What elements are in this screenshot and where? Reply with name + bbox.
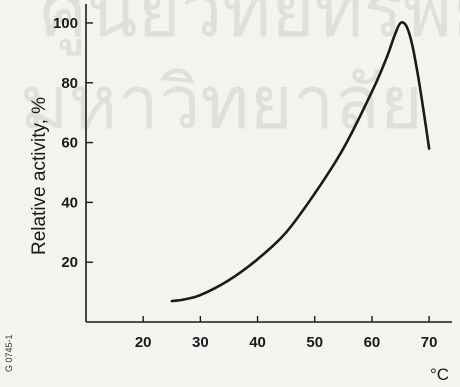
figure-code: G 0745-1	[4, 334, 14, 372]
watermark-line-2: มหาวิทยาลัย	[20, 60, 423, 146]
activity-curve	[170, 21, 431, 303]
x-tick-label: 30	[192, 334, 209, 351]
y-tick-label: 60	[61, 135, 78, 152]
axes	[85, 4, 452, 323]
y-tick-label: 40	[61, 194, 78, 211]
series-layer	[170, 21, 431, 303]
y-ticks: 20 40 60 80 100	[53, 15, 93, 271]
x-tick-label: 70	[421, 334, 438, 351]
x-tick-label: 60	[364, 334, 381, 351]
x-axis-unit-label: °C	[430, 365, 449, 384]
x-tick-label: 50	[306, 334, 323, 351]
x-tick-label: 40	[249, 334, 266, 351]
x-tick-label: 20	[135, 334, 152, 351]
y-tick-label: 100	[53, 15, 78, 32]
y-tick-label: 80	[61, 75, 78, 92]
y-tick-label: 20	[61, 254, 78, 271]
x-ticks: 20 30 40 50 60 70	[135, 316, 438, 351]
y-axis-label: Relative activity, %	[29, 97, 50, 255]
